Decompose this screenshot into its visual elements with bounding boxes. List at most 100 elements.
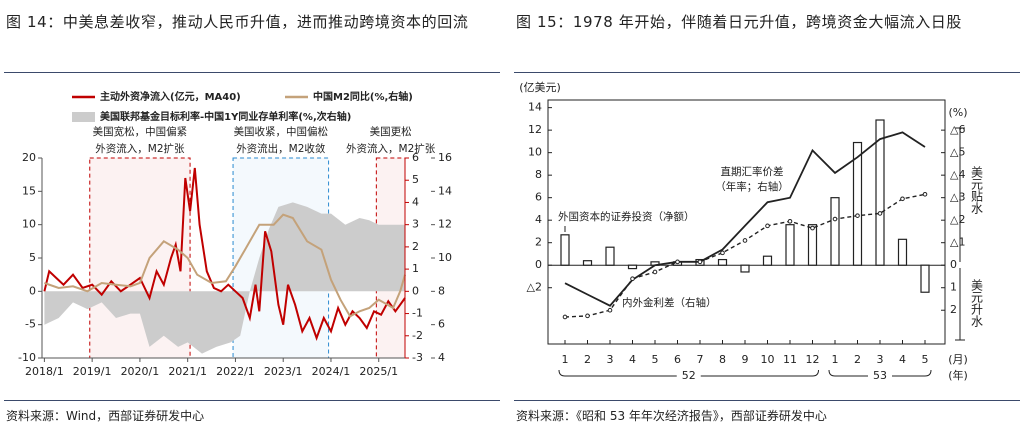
side-label: 美元贴水 [970, 166, 984, 214]
bar [605, 246, 615, 266]
point [855, 213, 860, 218]
y3-tick-label: 4 [412, 195, 419, 208]
y-tick-label: 20 [22, 151, 36, 164]
legend-swatch [72, 112, 95, 122]
y-tick-label: △2 [527, 281, 542, 294]
y-tick-label: -5 [25, 318, 36, 331]
point [810, 225, 815, 231]
separator [514, 72, 1020, 73]
line [44, 213, 406, 318]
x-tick-label: 5 [922, 353, 929, 366]
x-tick-label: 7 [697, 353, 704, 366]
point [630, 276, 635, 282]
point [562, 314, 568, 320]
y2-tick-label: 1 [950, 281, 957, 294]
point [742, 238, 748, 243]
point [922, 191, 928, 197]
legend-label: 美国联邦基金目标利率-中国1Y同业存单利率(%,次右轴) [100, 110, 351, 123]
y3-tick-label: 5 [412, 173, 419, 186]
y2-tick-label: 0 [950, 258, 957, 271]
x-tick-label: 2 [584, 353, 591, 366]
x-tick-label: 2020/1 [121, 365, 160, 378]
group-bracket [558, 369, 819, 377]
y-tick-label: 10 [22, 218, 36, 231]
x-tick-label: 2018/1 [25, 365, 64, 378]
y2-tick-label: 8 [438, 284, 445, 297]
point [720, 250, 725, 256]
y-tick-label: 0 [29, 284, 36, 297]
y-tick-label: 8 [535, 168, 542, 181]
bar [875, 119, 885, 266]
bar [785, 224, 795, 266]
y2-tick-label: △3 [950, 191, 965, 204]
y3-tick-label: -3 [412, 351, 423, 364]
group-bracket [828, 369, 932, 377]
bar [897, 238, 908, 266]
y-tick-label: 0 [535, 258, 542, 271]
axis-unit: (年) [948, 368, 968, 382]
chart-title: 图 15：1978 年开始，伴随着日元升值，跨境资金大幅流入日股 [516, 13, 962, 31]
y2-tick-label: △4 [950, 168, 965, 181]
group-label: 53 [873, 369, 887, 382]
y2-tick-label: 2 [950, 303, 957, 316]
y-tick-label: 4 [535, 213, 542, 226]
y3-tick-label: -1 [412, 307, 423, 320]
legend-label: 中国M2同比(%,右轴) [313, 90, 413, 103]
y2-tick-label: 10 [438, 251, 452, 264]
y-tick-label: 6 [535, 191, 542, 204]
chart-title: 图 14：中美息差收窄，推动人民币升值，进而推动跨境资本的回流 [6, 13, 469, 31]
line [43, 167, 406, 341]
period-label: 美国收紧，中国偏松 [234, 125, 329, 138]
y2-tick-label: △6 [950, 123, 965, 136]
x-tick-label: 2024/1 [312, 365, 351, 378]
y2-tick-label: 14 [438, 184, 452, 197]
bar [717, 258, 728, 266]
x-tick-label: 2023/1 [264, 365, 303, 378]
bar [560, 234, 570, 266]
legend-label: 主动外资净流入(亿元，MA40) [100, 90, 241, 103]
y3-tick-label: 0 [412, 284, 419, 297]
y2-tick-label: △1 [950, 236, 965, 249]
period-label: 美国更松 [370, 125, 412, 138]
area [44, 202, 406, 354]
point [765, 223, 770, 229]
y-tick-label: 14 [528, 101, 542, 114]
separator [514, 400, 1020, 401]
side-label: 美元升水 [970, 279, 984, 327]
bar [740, 264, 750, 273]
y-tick-label: 5 [29, 251, 36, 264]
x-tick-label: 5 [652, 353, 659, 366]
axis-title: (%) [948, 106, 967, 119]
y-tick-label: 10 [528, 146, 542, 159]
series-label: 外国资本的证券投资（净额） [558, 210, 695, 223]
y-tick-label: 15 [22, 184, 36, 197]
y3-tick-label: 1 [412, 262, 419, 275]
x-tick-label: 8 [719, 353, 726, 366]
point [607, 307, 613, 313]
y3-tick-label: -2 [412, 329, 423, 342]
y-tick-label: 2 [535, 236, 542, 249]
x-tick-label: 3 [877, 353, 884, 366]
bar [582, 260, 593, 266]
x-tick-label: 6 [674, 353, 681, 366]
x-tick-label: 3 [607, 353, 614, 366]
y3-tick-label: 6 [412, 151, 419, 164]
y2-tick-label: 4 [438, 351, 445, 364]
x-tick-label: 11 [783, 353, 797, 366]
x-tick-label: 2022/1 [216, 365, 255, 378]
period-label: 美国宽松，中国偏紧 [93, 125, 188, 138]
y2-tick-label: 12 [438, 218, 452, 231]
x-tick-label: 2021/1 [168, 365, 207, 378]
x-tick-label: 1 [832, 353, 839, 366]
y-tick-label: 12 [528, 123, 542, 136]
series-label: （年率；右轴） [715, 180, 789, 193]
point [675, 259, 680, 265]
series-label: 直期汇率价差 [721, 165, 784, 178]
bar [627, 264, 638, 270]
group-label: 52 [682, 369, 696, 382]
y2-tick-label: △2 [950, 213, 965, 226]
bar [852, 141, 863, 266]
y2-tick-label: △5 [950, 146, 965, 159]
